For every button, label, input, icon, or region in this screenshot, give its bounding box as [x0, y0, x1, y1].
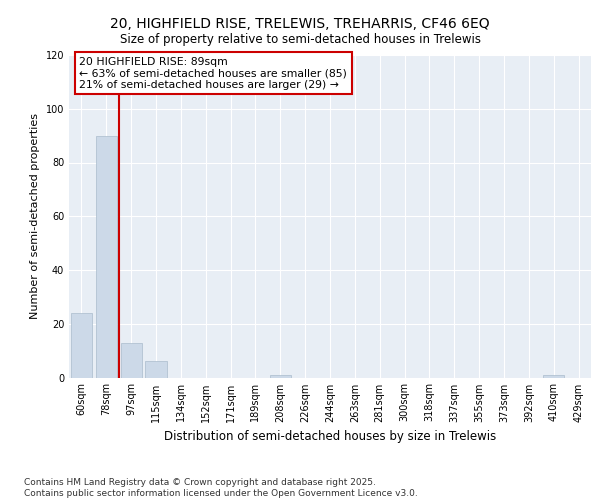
Bar — [96, 136, 117, 378]
Bar — [145, 362, 167, 378]
Bar — [270, 375, 291, 378]
Y-axis label: Number of semi-detached properties: Number of semi-detached properties — [30, 114, 40, 320]
Bar — [543, 375, 564, 378]
Bar — [121, 342, 142, 378]
Text: Size of property relative to semi-detached houses in Trelewis: Size of property relative to semi-detach… — [119, 32, 481, 46]
Text: 20, HIGHFIELD RISE, TRELEWIS, TREHARRIS, CF46 6EQ: 20, HIGHFIELD RISE, TRELEWIS, TREHARRIS,… — [110, 18, 490, 32]
X-axis label: Distribution of semi-detached houses by size in Trelewis: Distribution of semi-detached houses by … — [164, 430, 496, 443]
Text: 20 HIGHFIELD RISE: 89sqm
← 63% of semi-detached houses are smaller (85)
21% of s: 20 HIGHFIELD RISE: 89sqm ← 63% of semi-d… — [79, 56, 347, 90]
Text: Contains HM Land Registry data © Crown copyright and database right 2025.
Contai: Contains HM Land Registry data © Crown c… — [24, 478, 418, 498]
Bar — [71, 313, 92, 378]
